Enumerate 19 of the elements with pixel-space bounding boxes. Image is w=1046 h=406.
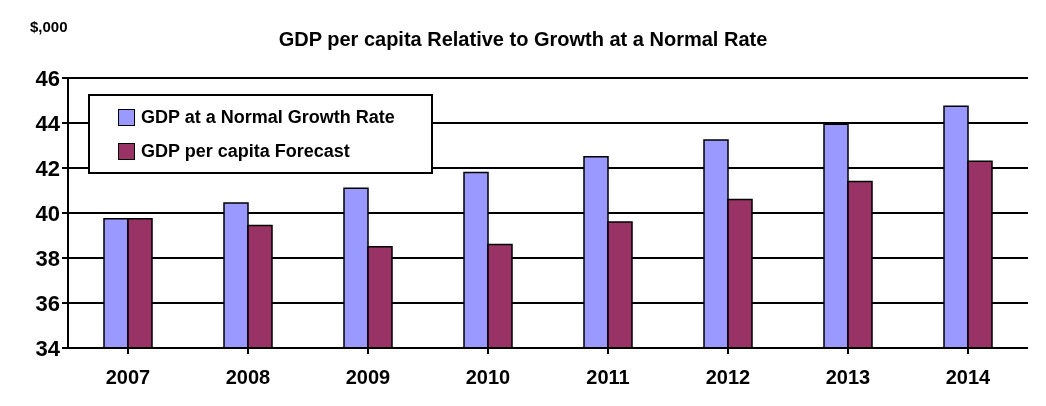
y-tick-label: 44 [35, 110, 61, 136]
x-tick-label: 2010 [465, 366, 511, 389]
y-tick-label: 38 [35, 245, 60, 271]
x-tick-label: 2012 [705, 366, 751, 389]
x-tick-label: 2011 [586, 366, 630, 389]
legend-label: GDP per capita Forecast [141, 140, 350, 163]
x-tick-label: 2007 [105, 366, 151, 389]
y-tick-label: 34 [35, 335, 61, 361]
legend-label: GDP at a Normal Growth Rate [141, 106, 395, 129]
x-tick-label: 2009 [345, 366, 391, 389]
y-axis-title: $,000 [30, 18, 68, 35]
y-tick-label: 46 [35, 65, 60, 91]
x-tick-label: 2008 [225, 366, 271, 389]
chart-title: GDP per capita Relative to Growth at a Normal Rate [278, 28, 768, 50]
x-tick-label: 2013 [825, 366, 871, 389]
y-tick-label: 36 [35, 290, 60, 316]
y-tick-label: 40 [35, 200, 60, 226]
y-tick-label: 42 [35, 155, 60, 181]
x-tick-label: 2014 [945, 366, 992, 389]
